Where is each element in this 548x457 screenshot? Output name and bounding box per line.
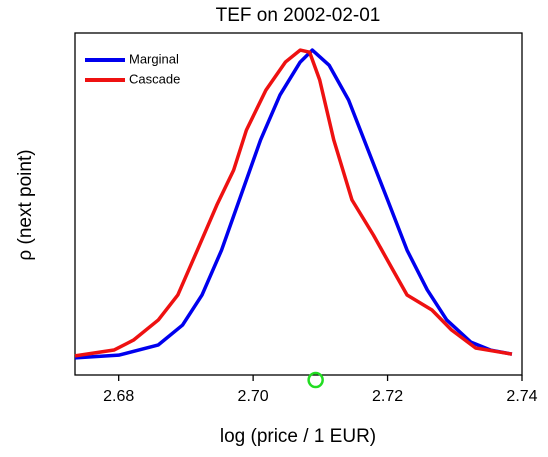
marker [307,371,324,389]
chart-title: TEF on 2002-02-01 [216,5,381,26]
legend-label: Marginal [129,51,179,66]
x-tick-label: 2.68 [103,388,134,405]
y-axis-label: ρ (next point) [15,149,36,260]
plot-frame [74,32,523,376]
line [74,48,513,358]
x-tick-label: 2.70 [238,388,269,405]
line [74,48,513,360]
x-axis-label: log (price / 1 EUR) [220,426,376,447]
x-tick-label: 2.72 [372,388,403,405]
legend-label: Cascade [129,71,180,86]
x-tick-label: 2.74 [506,388,537,405]
